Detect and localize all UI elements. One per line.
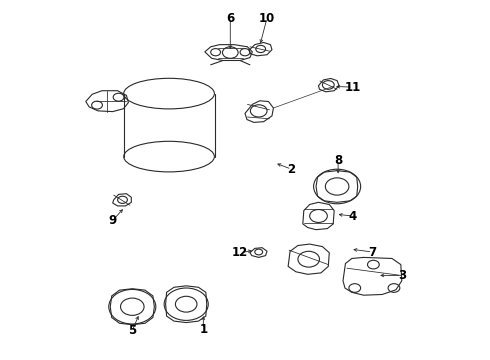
Text: 5: 5: [128, 324, 136, 337]
Text: 1: 1: [199, 323, 207, 336]
Text: 11: 11: [344, 81, 361, 94]
Text: 10: 10: [259, 12, 275, 24]
Text: 2: 2: [288, 163, 295, 176]
Text: 12: 12: [232, 246, 248, 259]
Text: 6: 6: [226, 12, 234, 24]
Text: 4: 4: [349, 210, 357, 222]
Text: 3: 3: [398, 269, 406, 282]
Text: 9: 9: [109, 214, 117, 227]
Text: 8: 8: [334, 154, 342, 167]
Text: 7: 7: [368, 246, 376, 258]
